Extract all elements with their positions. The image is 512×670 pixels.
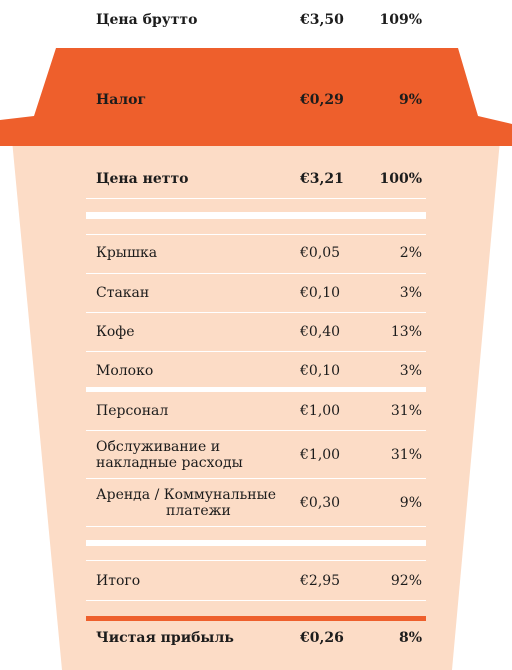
row-tax: Налог €0,29 9% — [96, 92, 422, 109]
row-overhead: Обслуживание и накладные расходы €1,00 3… — [96, 439, 422, 471]
section-divider — [86, 540, 426, 546]
row-price: €0,05 — [300, 245, 341, 261]
row-percent: 8% — [398, 630, 422, 646]
section-divider — [86, 387, 426, 392]
row-price: €0,40 — [300, 324, 341, 340]
row-net-profit: Чистая прибыль €0,26 8% — [96, 630, 422, 647]
row-label: Итого — [96, 573, 141, 589]
row-price: €1,00 — [300, 446, 341, 463]
row-label: Аренда / Коммунальные платежи — [96, 487, 300, 519]
row-percent: 13% — [390, 324, 422, 340]
cup-lid — [0, 48, 512, 146]
section-divider — [86, 212, 426, 219]
row-cup: Стакан €0,10 3% — [96, 285, 422, 302]
row-percent: 9% — [399, 494, 422, 511]
row-percent: 3% — [399, 285, 422, 301]
row-percent: 3% — [399, 363, 422, 379]
row-price: €0,10 — [300, 285, 341, 301]
row-percent: 100% — [379, 171, 422, 187]
divider — [86, 351, 426, 352]
divider — [86, 273, 426, 274]
row-net-price: Цена нетто €3,21 100% — [96, 171, 422, 188]
row-price: €1,00 — [300, 403, 341, 419]
row-label: Персонал — [96, 403, 169, 419]
row-rent-utilities: Аренда / Коммунальные платежи €0,30 9% — [96, 487, 422, 519]
divider — [86, 478, 426, 479]
row-lid: Крышка €0,05 2% — [96, 245, 422, 262]
row-label: Стакан — [96, 285, 150, 301]
row-label: Цена нетто — [96, 171, 189, 187]
row-gross-price: Цена брутто €3,50 109% — [96, 12, 422, 29]
row-percent: 9% — [398, 92, 422, 108]
row-label: Чистая прибыль — [96, 630, 234, 646]
row-price: €3,21 — [300, 171, 344, 187]
row-label: Налог — [96, 92, 147, 108]
row-label: Кофе — [96, 324, 135, 340]
divider — [86, 600, 426, 601]
profit-divider — [86, 616, 426, 621]
row-percent: 92% — [390, 573, 422, 589]
cup-body — [12, 140, 500, 670]
row-percent: 109% — [379, 12, 422, 28]
row-total: Итого €2,95 92% — [96, 573, 422, 590]
divider — [86, 234, 426, 235]
row-milk: Молоко €0,10 3% — [96, 363, 422, 380]
row-label: Молоко — [96, 363, 154, 379]
row-price: €2,95 — [300, 573, 341, 589]
row-label-line1: Аренда / Коммунальные — [96, 487, 276, 503]
row-label: Цена брутто — [96, 12, 198, 28]
row-coffee: Кофе €0,40 13% — [96, 324, 422, 341]
row-label-line1: Обслуживание и — [96, 439, 221, 455]
row-price: €0,26 — [300, 630, 344, 646]
divider — [86, 526, 426, 527]
divider — [86, 560, 426, 561]
row-label: Обслуживание и накладные расходы — [96, 439, 300, 471]
row-percent: 2% — [399, 245, 422, 261]
row-label-line2: платежи — [166, 503, 231, 519]
row-label: Крышка — [96, 245, 158, 261]
divider — [86, 430, 426, 431]
row-price: €0,29 — [300, 92, 344, 108]
row-percent: 31% — [390, 403, 422, 419]
row-label-line2: накладные расходы — [96, 455, 243, 471]
row-percent: 31% — [390, 446, 422, 463]
row-price: €0,30 — [300, 494, 341, 511]
divider — [86, 312, 426, 313]
row-price: €0,10 — [300, 363, 341, 379]
row-price: €3,50 — [300, 12, 344, 28]
divider — [86, 198, 426, 199]
row-staff: Персонал €1,00 31% — [96, 403, 422, 420]
